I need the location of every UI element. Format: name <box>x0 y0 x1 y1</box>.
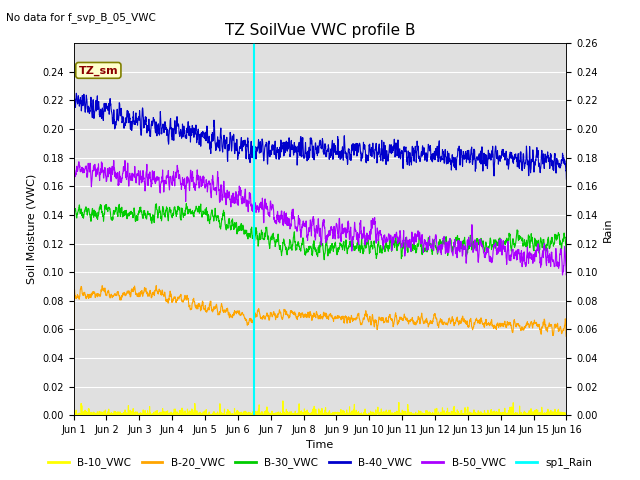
X-axis label: Time: Time <box>307 441 333 450</box>
Text: TZ_sm: TZ_sm <box>79 65 118 75</box>
Text: No data for f_svp_B_05_VWC: No data for f_svp_B_05_VWC <box>6 12 156 23</box>
Y-axis label: Soil Moisture (VWC): Soil Moisture (VWC) <box>27 174 36 284</box>
Title: TZ SoilVue VWC profile B: TZ SoilVue VWC profile B <box>225 23 415 38</box>
Legend: B-10_VWC, B-20_VWC, B-30_VWC, B-40_VWC, B-50_VWC, sp1_Rain: B-10_VWC, B-20_VWC, B-30_VWC, B-40_VWC, … <box>44 453 596 472</box>
Y-axis label: Rain: Rain <box>604 217 613 241</box>
